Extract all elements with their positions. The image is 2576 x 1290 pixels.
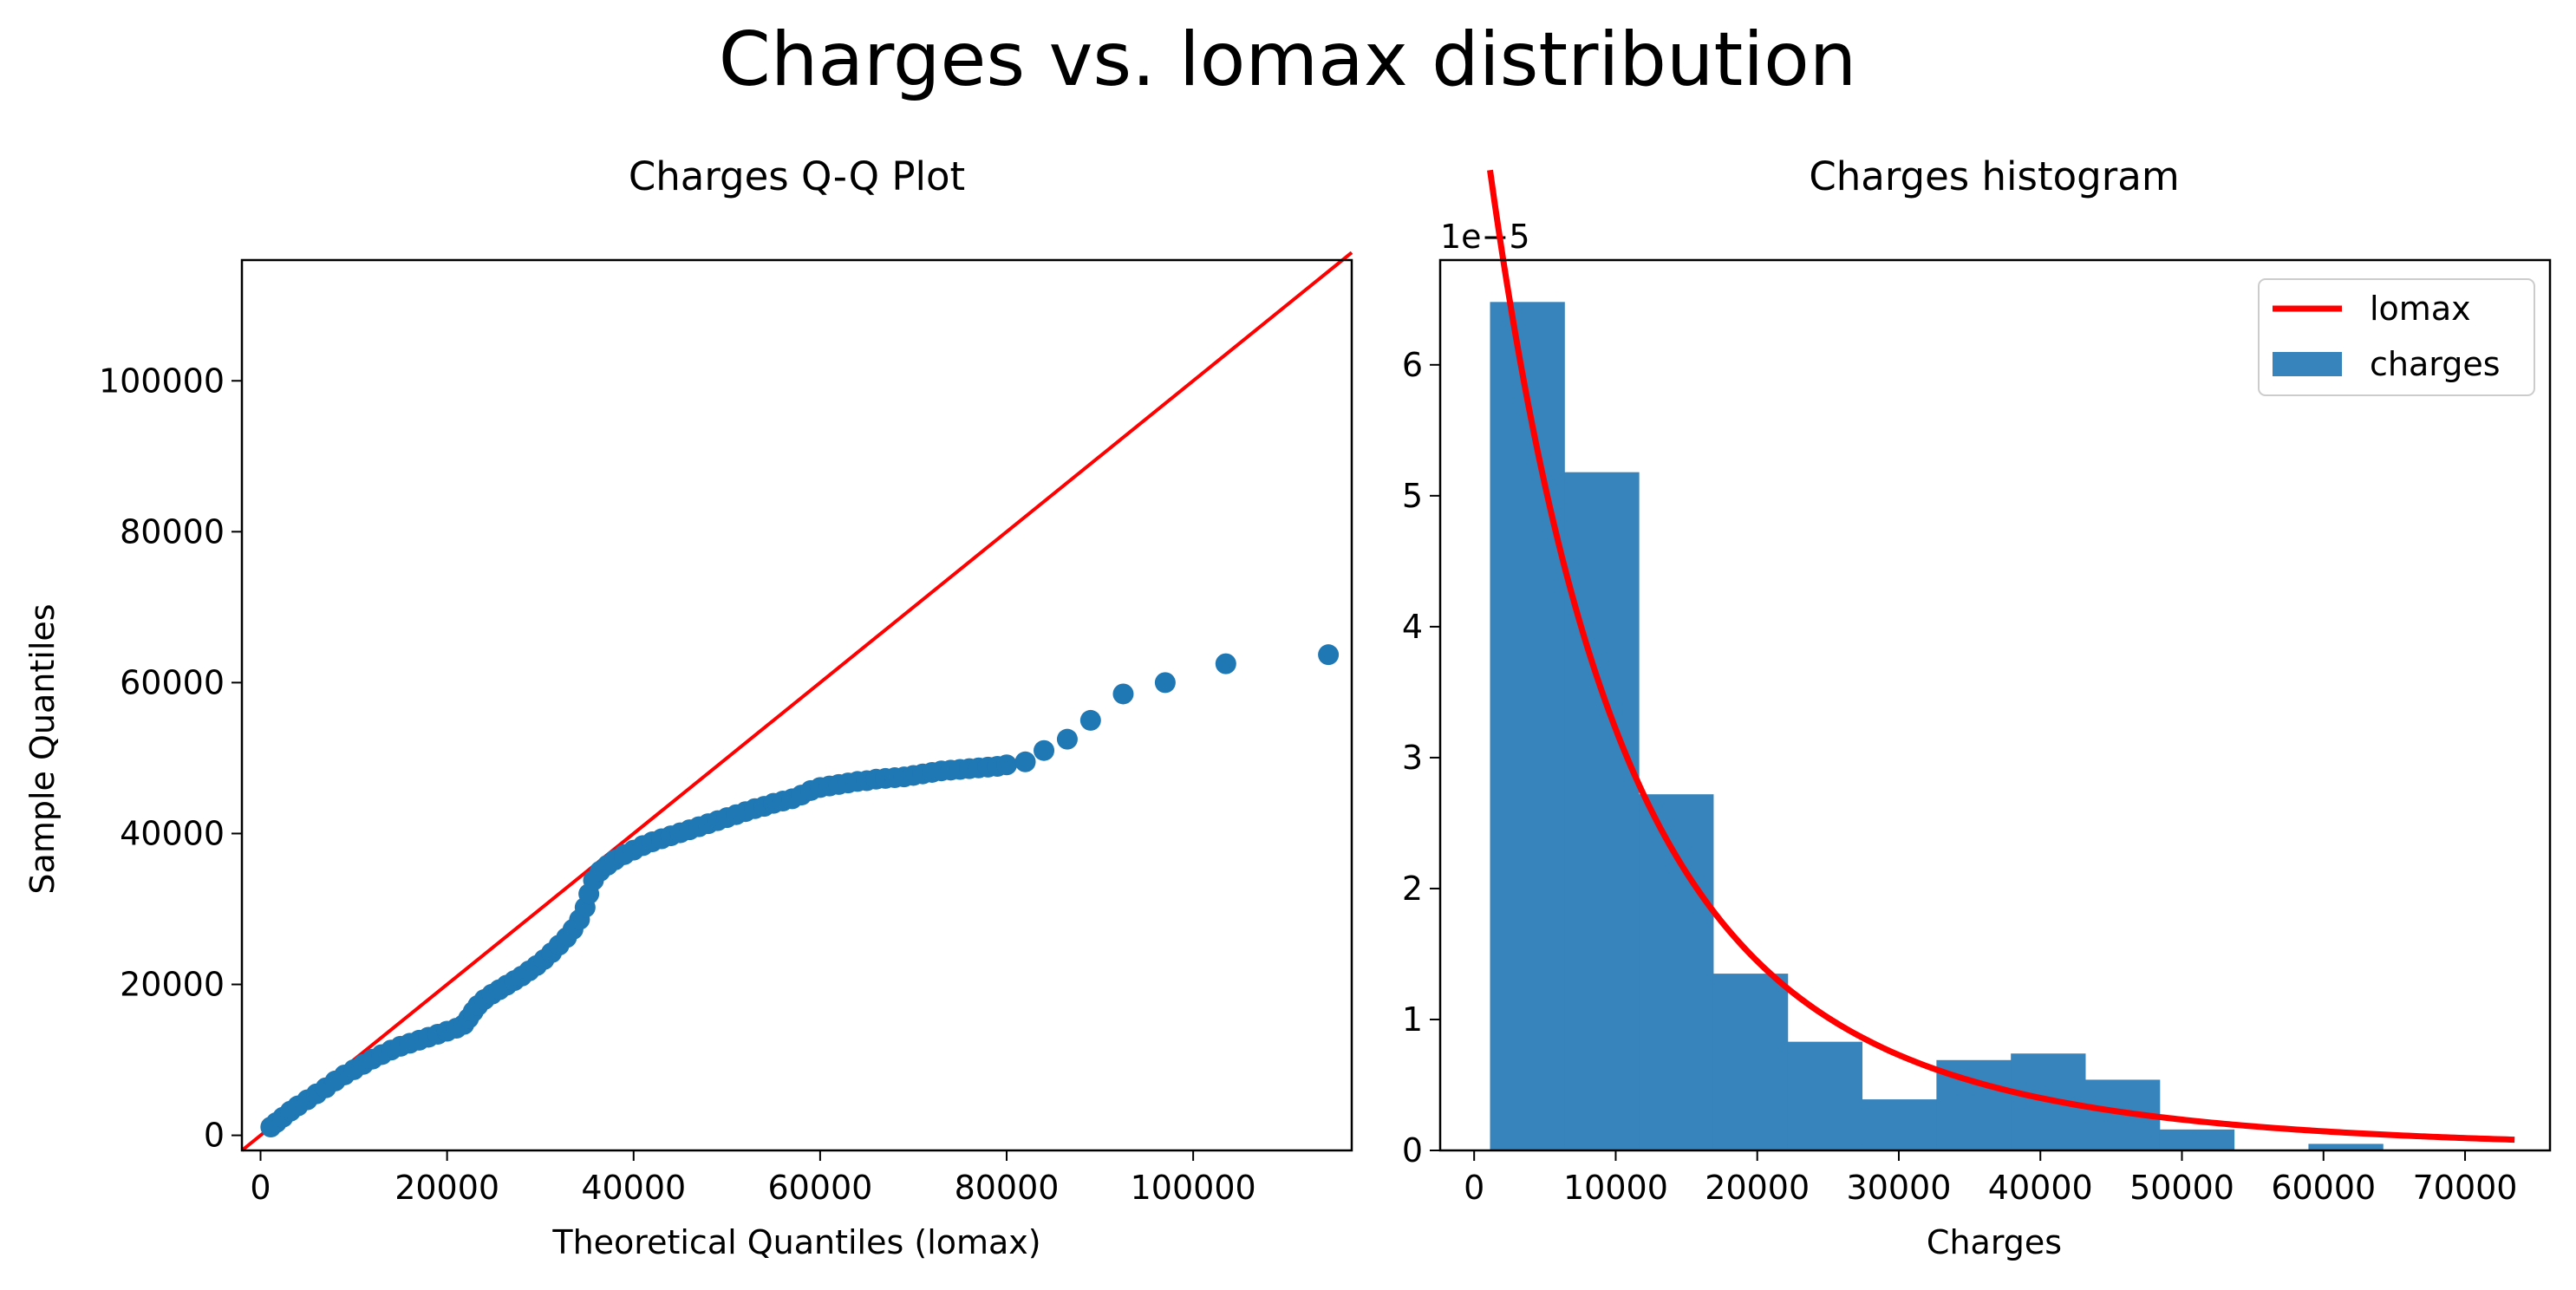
legend-patch-swatch <box>2273 352 2342 376</box>
qq-x-tick-label: 40000 <box>581 1169 686 1207</box>
qq-y-tick-label: 100000 <box>99 362 225 400</box>
histogram-bar <box>1712 974 1789 1150</box>
histogram-bar <box>1862 1099 1937 1150</box>
qq-point <box>1056 728 1078 750</box>
histogram-bar <box>1787 1041 1863 1150</box>
histogram-axes-frame <box>1438 258 2552 1152</box>
histogram-y-tick-label: 6 <box>1402 346 1423 384</box>
qq-y-ticks: 0 20000 40000 60000 80000 100000 <box>99 362 242 1155</box>
qq-axes-frame <box>240 258 1353 1152</box>
qq-point <box>1112 683 1134 705</box>
qq-point <box>1034 739 1055 761</box>
legend-label: charges <box>2370 345 2501 383</box>
qq-x-tick-label: 20000 <box>395 1169 499 1207</box>
qq-point <box>1318 644 1340 666</box>
qq-point <box>1154 672 1176 694</box>
histogram-y-ticks: 0 1 2 3 4 5 6 <box>1402 346 1440 1169</box>
qq-plot-title: Charges Q-Q Plot <box>629 153 965 199</box>
qq-x-axis-label: Theoretical Quantiles (lomax) <box>551 1223 1040 1261</box>
qq-x-tick-label: 0 <box>250 1169 271 1207</box>
histogram-x-tick-label: 40000 <box>1988 1169 2093 1207</box>
qq-plot-area <box>240 251 1353 1152</box>
qq-reference-line <box>240 251 1353 1152</box>
histogram-x-tick-label: 70000 <box>2413 1169 2518 1207</box>
histogram-x-tick-label: 10000 <box>1563 1169 1668 1207</box>
qq-y-tick-label: 40000 <box>120 814 225 852</box>
qq-y-tick-label: 60000 <box>120 663 225 701</box>
histogram-y-tick-label: 5 <box>1402 477 1423 515</box>
histogram-x-tick-label: 60000 <box>2271 1169 2376 1207</box>
qq-point <box>1215 653 1236 674</box>
histogram-title: Charges histogram <box>1809 153 2179 199</box>
qq-x-ticks: 0 20000 40000 60000 80000 100000 <box>250 1150 1256 1207</box>
histogram-bar <box>1564 472 1640 1150</box>
histogram-y-tick-label: 1 <box>1402 1000 1423 1039</box>
qq-plot-axes: Charges Q-Q Plot Theoretical Quantiles (… <box>23 153 1353 1261</box>
histogram-plot-area <box>1487 169 2515 1150</box>
histogram-bar <box>1490 302 1565 1150</box>
qq-point <box>1079 709 1101 731</box>
histogram-x-tick-label: 30000 <box>1847 1169 1952 1207</box>
legend-label: lomax <box>2370 290 2471 328</box>
histogram-y-tick-label: 0 <box>1402 1131 1423 1169</box>
qq-y-tick-label: 80000 <box>120 512 225 551</box>
qq-y-tick-label: 0 <box>204 1117 225 1155</box>
histogram-x-tick-label: 0 <box>1464 1169 1484 1207</box>
qq-y-axis-label: Sample Quantiles <box>23 603 62 894</box>
histogram-offset-text: 1e−5 <box>1440 218 1530 256</box>
qq-y-tick-label: 20000 <box>120 966 225 1004</box>
qq-x-tick-label: 100000 <box>1131 1169 1256 1207</box>
qq-point <box>996 754 1018 776</box>
histogram-y-tick-label: 2 <box>1402 870 1423 908</box>
histogram-bar <box>2308 1143 2384 1150</box>
histogram-x-tick-label: 50000 <box>2129 1169 2234 1207</box>
histogram-bar <box>1639 794 1714 1150</box>
qq-point <box>1014 751 1036 772</box>
histogram-y-tick-label: 3 <box>1402 739 1423 777</box>
histogram-axes: Charges histogram 1e−5 Charges 0 10000 200… <box>1402 153 2552 1261</box>
histogram-y-tick-label: 4 <box>1402 608 1423 646</box>
histogram-bar <box>2159 1129 2235 1150</box>
qq-x-tick-label: 80000 <box>955 1169 1060 1207</box>
qq-x-tick-label: 60000 <box>767 1169 872 1207</box>
histogram-legend: lomax charges <box>2258 278 2535 396</box>
histogram-x-axis-label: Charges <box>1927 1223 2062 1261</box>
histogram-x-tick-label: 20000 <box>1705 1169 1810 1207</box>
histogram-x-ticks: 0 10000 20000 30000 40000 50000 60000 70000 <box>1464 1150 2517 1207</box>
lomax-pdf-curve <box>1487 169 2515 1143</box>
figure-title: Charges vs. lomax distribution <box>719 16 1856 103</box>
